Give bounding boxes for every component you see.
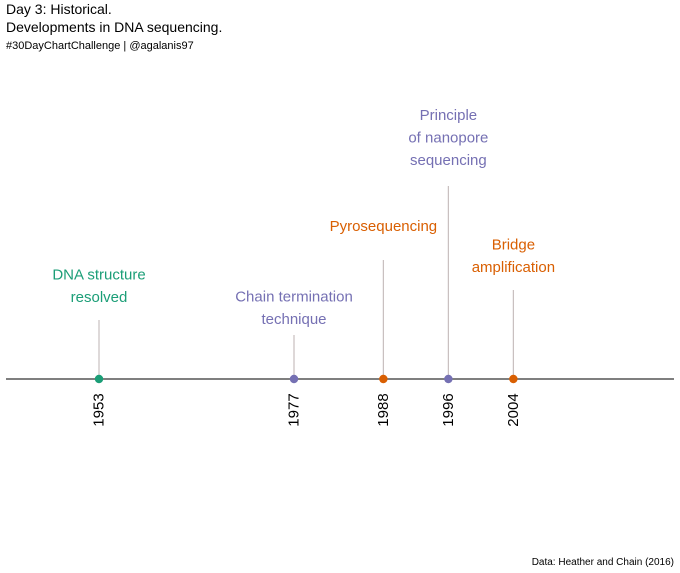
year-tick-label-1977: 1977 xyxy=(286,393,303,426)
event-label-1953-line2: resolved xyxy=(71,289,128,306)
chart-subtitle: #30DayChartChallenge | @agalanis97 xyxy=(6,40,194,52)
event-label-1988-line1: Pyrosequencing xyxy=(330,218,438,235)
data-source-caption: Data: Heather and Chain (2016) xyxy=(531,557,674,568)
event-point-2004 xyxy=(509,374,518,384)
year-tick-label-1996: 1996 xyxy=(440,393,457,426)
event-label-1977-line2: technique xyxy=(261,311,326,328)
event-label-2004-line1: Bridge xyxy=(492,237,535,254)
year-tick-label-1988: 1988 xyxy=(375,393,392,426)
event-label-2004-line2: amplification xyxy=(472,259,555,276)
event-point-1953 xyxy=(94,374,104,384)
year-tick-label-2004: 2004 xyxy=(505,393,522,426)
year-tick-label-1953: 1953 xyxy=(91,393,108,426)
event-point-1996 xyxy=(444,374,453,384)
chart-title-line1: Day 3: Historical. xyxy=(6,1,112,17)
event-label-1996-line2: of nanopore xyxy=(408,130,488,147)
chart-title-line2: Developments in DNA sequencing. xyxy=(6,19,223,35)
event-label-1996-line3: sequencing xyxy=(410,152,487,169)
event-label-1977-line1: Chain termination xyxy=(235,289,353,306)
event-label-1953-line1: DNA structure xyxy=(52,267,145,284)
event-point-1988 xyxy=(379,374,388,384)
event-label-1996-line1: Principle xyxy=(420,107,478,124)
event-point-1977 xyxy=(289,374,299,384)
